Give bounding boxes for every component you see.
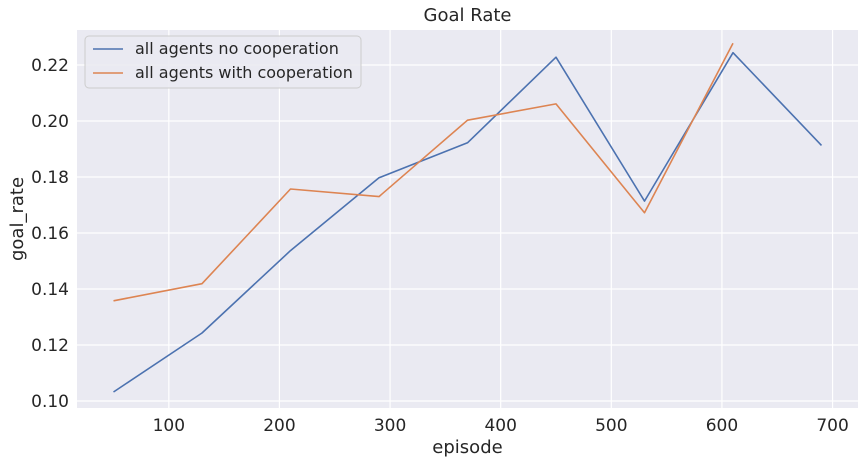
x-tick-label: 700: [816, 416, 848, 436]
legend: all agents no cooperation all agents with…: [84, 35, 362, 89]
x-tick-label: 600: [706, 416, 738, 436]
y-tick-label: 0.22: [31, 56, 69, 76]
series-lines: [113, 42, 823, 393]
x-tick-label: 100: [153, 416, 185, 436]
y-tick-label: 0.16: [31, 224, 69, 244]
y-tick-label: 0.10: [31, 392, 69, 412]
x-axis-ticks: 100 200 300 400 500 600 700: [153, 416, 849, 436]
x-axis-label: episode: [432, 437, 502, 458]
y-tick-label: 0.12: [31, 336, 69, 356]
series-line-1: [113, 51, 823, 393]
chart-title: Goal Rate: [424, 5, 512, 26]
y-axis-ticks: 0.10 0.12 0.14 0.16 0.18 0.20 0.22: [31, 56, 69, 412]
y-axis-label: goal_rate: [7, 177, 28, 261]
gridlines: [77, 30, 858, 408]
y-tick-label: 0.20: [31, 112, 69, 132]
x-tick-label: 200: [263, 416, 295, 436]
legend-label: all agents with cooperation: [135, 63, 353, 82]
y-tick-label: 0.14: [31, 280, 69, 300]
x-tick-label: 400: [484, 416, 516, 436]
legend-box: [84, 35, 362, 89]
x-tick-label: 500: [595, 416, 627, 436]
x-tick-label: 300: [374, 416, 406, 436]
legend-label: all agents no cooperation: [135, 39, 339, 58]
series-line-2: [113, 42, 734, 302]
y-tick-label: 0.18: [31, 168, 69, 188]
